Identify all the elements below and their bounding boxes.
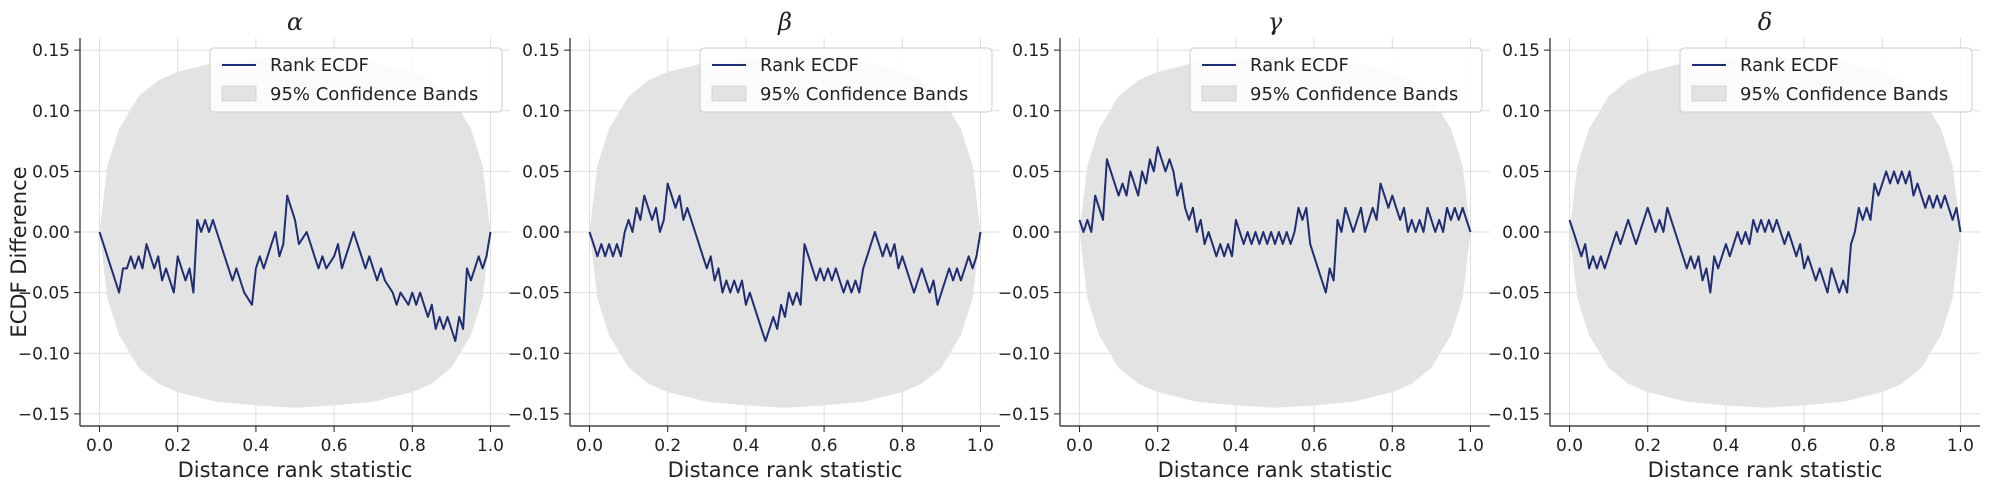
y-tick-label: 0.15: [1012, 41, 1050, 61]
x-tick-label: 0.6: [321, 436, 348, 456]
x-tick-label: 0.6: [1301, 436, 1328, 456]
legend-entry-confidence-bands: 95% Confidence Bands: [760, 84, 968, 105]
y-tick-label: 0.10: [1012, 102, 1050, 122]
legend-box: [1189, 47, 1483, 113]
x-tick-label: 0.4: [1712, 436, 1739, 456]
y-tick-label: 0.00: [32, 223, 70, 243]
y-tick-label: 0.05: [1502, 162, 1540, 182]
x-tick-label: 0.0: [86, 436, 113, 456]
x-tick-label: 0.8: [1869, 436, 1896, 456]
y-tick-label: 0.05: [1012, 162, 1050, 182]
rank-ecdf-line: [98, 194, 492, 343]
y-tick-label: −0.05: [1488, 284, 1540, 304]
y-tick-label: 0.15: [1502, 41, 1540, 61]
rank-ecdf-line: [1078, 146, 1472, 294]
y-tick-label: 0.00: [522, 223, 560, 243]
confidence-band: [589, 56, 981, 408]
legend-box: [699, 47, 993, 113]
y-tick-label: 0.05: [32, 162, 70, 182]
x-tick-label: 0.6: [811, 436, 838, 456]
y-tick-label: −0.15: [18, 405, 70, 425]
y-tick-label: 0.15: [32, 41, 70, 61]
x-tick-label: 0.8: [889, 436, 916, 456]
legend-entry-rank-ecdf: Rank ECDF: [760, 55, 859, 76]
x-tick-label: 0.0: [1066, 436, 1093, 456]
y-tick-label: 0.05: [522, 162, 560, 182]
x-tick-label: 1.0: [1947, 436, 1974, 456]
panel-title: β: [777, 8, 792, 36]
y-tick-label: −0.05: [18, 284, 70, 304]
y-tick-label: 0.00: [1012, 223, 1050, 243]
x-tick-label: 0.8: [1379, 436, 1406, 456]
y-tick-label: 0.10: [522, 102, 560, 122]
x-axis-label: Distance rank statistic: [1158, 458, 1393, 482]
y-tick-label: 0.15: [522, 41, 560, 61]
x-tick-label: 0.4: [1222, 436, 1249, 456]
x-tick-label: 0.2: [164, 436, 191, 456]
legend-entry-confidence-bands: 95% Confidence Bands: [1740, 84, 1948, 105]
x-tick-label: 0.2: [654, 436, 681, 456]
panel-title: α: [287, 8, 303, 36]
legend-swatch-band: [1201, 85, 1237, 102]
y-tick-label: −0.15: [508, 405, 560, 425]
rank-ecdf-line: [588, 182, 982, 343]
legend-box: [1679, 47, 1973, 113]
x-tick-label: 0.0: [576, 436, 603, 456]
legend-entry-rank-ecdf: Rank ECDF: [1250, 55, 1349, 76]
y-tick-label: −0.15: [1488, 405, 1540, 425]
x-axis-label: Distance rank statistic: [178, 458, 413, 482]
legend-entry-confidence-bands: 95% Confidence Bands: [270, 84, 478, 105]
x-tick-label: 0.0: [1556, 436, 1583, 456]
legend-swatch-band: [1691, 85, 1727, 102]
y-axis-label: ECDF Difference: [7, 166, 31, 337]
x-tick-label: 0.2: [1144, 436, 1171, 456]
rank-ecdf-line: [1568, 170, 1962, 294]
y-tick-label: 0.10: [32, 102, 70, 122]
x-axis-label: Distance rank statistic: [1648, 458, 1883, 482]
y-tick-label: −0.10: [1488, 344, 1540, 364]
x-tick-label: 0.6: [1791, 436, 1818, 456]
confidence-band: [99, 56, 491, 408]
legend-entry-rank-ecdf: Rank ECDF: [1740, 55, 1839, 76]
confidence-band: [1079, 56, 1471, 408]
legend-swatch-band: [711, 85, 747, 102]
x-tick-label: 1.0: [1457, 436, 1484, 456]
y-tick-label: −0.05: [998, 284, 1050, 304]
y-tick-label: −0.10: [998, 344, 1050, 364]
panel-title: δ: [1758, 8, 1772, 36]
x-tick-label: 1.0: [477, 436, 504, 456]
y-tick-label: −0.10: [18, 344, 70, 364]
legend-box: [209, 47, 503, 113]
panel-title: γ: [1268, 8, 1283, 36]
legend-swatch-band: [221, 85, 257, 102]
x-tick-label: 0.2: [1634, 436, 1661, 456]
y-tick-label: −0.15: [998, 405, 1050, 425]
legend-entry-rank-ecdf: Rank ECDF: [270, 55, 369, 76]
y-tick-label: −0.10: [508, 344, 560, 364]
x-axis-label: Distance rank statistic: [668, 458, 903, 482]
y-tick-label: 0.00: [1502, 223, 1540, 243]
x-tick-label: 0.4: [732, 436, 759, 456]
x-tick-label: 1.0: [967, 436, 994, 456]
y-tick-label: −0.05: [508, 284, 560, 304]
x-tick-label: 0.4: [242, 436, 269, 456]
legend-entry-confidence-bands: 95% Confidence Bands: [1250, 84, 1458, 105]
x-tick-label: 0.8: [399, 436, 426, 456]
y-tick-label: 0.10: [1502, 102, 1540, 122]
